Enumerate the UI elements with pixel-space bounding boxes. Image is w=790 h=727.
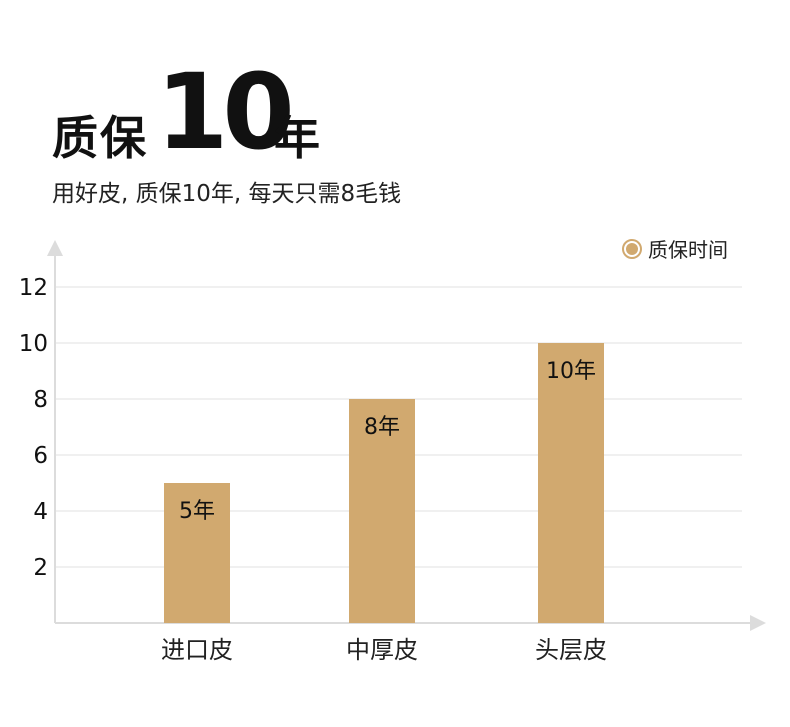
x-category-label: 进口皮	[161, 636, 233, 664]
y-tick-label: 2	[33, 555, 48, 581]
headline-suffix: 年	[274, 111, 320, 165]
headline-number: 10	[156, 51, 295, 173]
y-tick-labels: 2 4 6 8 10 12	[19, 275, 48, 581]
headline-prefix: 质保	[52, 111, 148, 165]
data-labels: 5年 8年 10年	[179, 359, 596, 524]
y-tick-label: 6	[33, 443, 48, 469]
x-category-label: 中厚皮	[346, 636, 418, 664]
bar	[538, 343, 604, 623]
y-axis-arrow	[47, 240, 63, 256]
headline: 质保 10 年	[52, 51, 652, 173]
bar-data-label: 5年	[179, 499, 215, 524]
legend-marker-dot	[626, 243, 638, 255]
legend: 质保时间	[622, 238, 728, 262]
y-tick-label: 12	[19, 275, 48, 301]
x-category-label: 头层皮	[535, 636, 607, 664]
bar-data-label: 10年	[546, 359, 596, 384]
subtitle: 用好皮, 质保10年, 每天只需8毛钱	[52, 181, 402, 207]
legend-label: 质保时间	[648, 238, 728, 262]
bar-data-label: 8年	[364, 415, 400, 440]
bars	[164, 343, 604, 623]
bar	[164, 483, 230, 623]
y-tick-label: 8	[33, 387, 48, 413]
x-axis-arrow	[750, 615, 766, 631]
y-tick-label: 4	[33, 499, 48, 525]
category-labels: 进口皮 中厚皮 头层皮	[161, 636, 607, 664]
y-tick-label: 10	[19, 331, 48, 357]
bar	[349, 399, 415, 623]
